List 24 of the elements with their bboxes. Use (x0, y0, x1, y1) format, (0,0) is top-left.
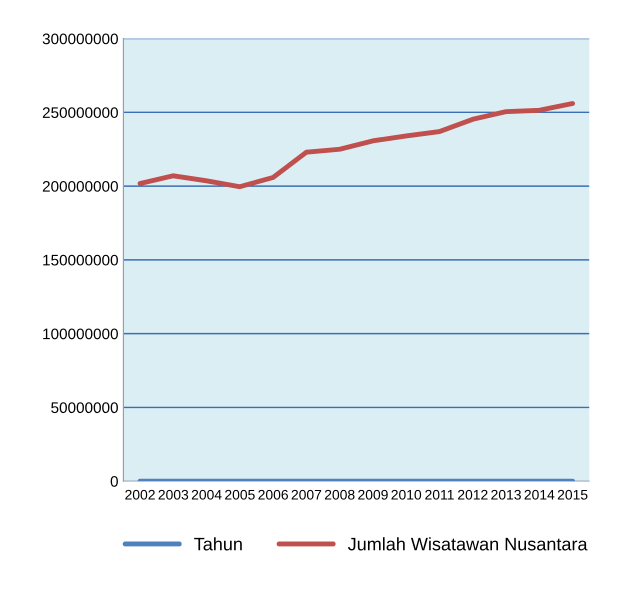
x-tick-label: 2014 (524, 490, 554, 500)
x-tick-label: 2011 (425, 490, 454, 500)
x-tick-label: 2012 (458, 490, 488, 500)
x-tick-label: 2009 (358, 490, 388, 500)
y-tick-label: 50000000 (51, 402, 118, 414)
x-tick-label: 2004 (192, 490, 222, 500)
x-tick-label: 2013 (491, 490, 521, 500)
y-tick-label: 300000000 (42, 33, 118, 44)
x-tick-label: 2005 (225, 490, 255, 500)
y-tick-label: 100000000 (43, 328, 118, 340)
line-series (138, 101, 576, 190)
x-tick-label: 2006 (258, 490, 288, 500)
y-tick-label: 200000000 (42, 180, 118, 192)
x-tick-label: 2002 (125, 490, 155, 500)
x-tick-label: 2003 (158, 490, 188, 500)
x-tick-label: 2007 (292, 490, 322, 500)
legend-label: Tahun (194, 537, 242, 550)
x-tick-label: 2008 (324, 490, 355, 500)
x-tick-label: 2015 (558, 490, 588, 500)
legend-label: Jumlah Wisatawan Nusantara (348, 537, 588, 550)
y-tick-label: 150000000 (43, 254, 118, 266)
y-tick-label: 0 (110, 476, 118, 487)
x-tick-label: 2010 (391, 490, 422, 500)
y-tick-label: 250000000 (42, 107, 118, 118)
